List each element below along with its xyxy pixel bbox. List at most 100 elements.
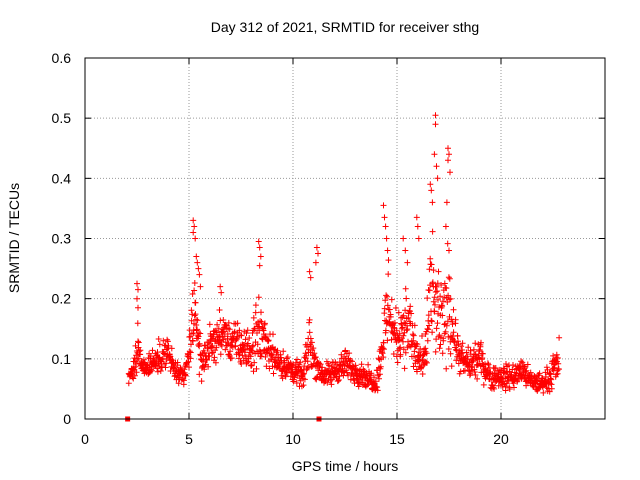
- data-point: [438, 282, 445, 288]
- x-tick-label: 20: [493, 431, 509, 447]
- data-point: [428, 187, 435, 194]
- data-point: [499, 384, 506, 390]
- data-point: [336, 373, 343, 380]
- data-point: [154, 368, 161, 375]
- data-point: [258, 309, 264, 316]
- data-point: [422, 358, 429, 365]
- data-point: [240, 346, 247, 352]
- data-point: [306, 268, 313, 275]
- data-point: [133, 360, 140, 366]
- data-point: [433, 325, 440, 332]
- data-point: [407, 303, 414, 310]
- data-point: [313, 374, 320, 381]
- x-tick-label: 5: [185, 431, 193, 447]
- y-tick-label: 0: [63, 411, 71, 427]
- data-point: [194, 259, 201, 266]
- data-point: [472, 372, 479, 378]
- data-point: [236, 355, 242, 362]
- data-point: [234, 334, 241, 341]
- data-point: [194, 317, 201, 324]
- data-point: [209, 342, 216, 349]
- data-point: [160, 337, 167, 344]
- data-point: [402, 285, 409, 292]
- data-point: [442, 223, 449, 230]
- data-point: [254, 341, 261, 348]
- y-tick-label: 0.2: [52, 291, 72, 307]
- data-point: [445, 333, 452, 340]
- data-point: [301, 376, 308, 383]
- data-point: [345, 372, 351, 379]
- data-point: [381, 305, 388, 312]
- data-point: [491, 385, 498, 392]
- data-point: [256, 244, 263, 251]
- data-point: [374, 387, 381, 394]
- data-point: [430, 298, 437, 305]
- data-point: [404, 326, 411, 333]
- data-point: [358, 361, 365, 368]
- data-point: [391, 319, 398, 326]
- data-point: [317, 361, 324, 368]
- data-point: [243, 330, 250, 337]
- data-point: [342, 347, 349, 354]
- data-point: [290, 361, 297, 368]
- data-point: [165, 342, 172, 349]
- data-point: [371, 374, 377, 381]
- data-point: [555, 360, 562, 367]
- data-point: [440, 337, 447, 344]
- data-point: [228, 355, 235, 362]
- data-points: [125, 112, 563, 396]
- data-point: [384, 293, 391, 300]
- data-point: [550, 352, 557, 359]
- data-point: [245, 340, 251, 347]
- data-point: [312, 354, 319, 361]
- data-point: [174, 359, 181, 366]
- data-point: [335, 378, 341, 385]
- data-point: [554, 355, 561, 361]
- data-point: [208, 350, 215, 357]
- data-point: [382, 297, 389, 304]
- data-point: [266, 365, 273, 372]
- data-point: [301, 370, 307, 377]
- data-point: [344, 369, 350, 376]
- data-point: [242, 347, 249, 353]
- data-point: [205, 363, 212, 370]
- data-point: [432, 289, 439, 295]
- data-point: [396, 345, 403, 352]
- data-point: [294, 356, 300, 363]
- data-point: [164, 338, 171, 345]
- data-point: [472, 340, 479, 347]
- x-axis-label: GPS time / hours: [292, 458, 399, 474]
- data-point: [287, 373, 294, 380]
- data-point: [149, 347, 156, 354]
- data-point: [148, 367, 155, 374]
- data-point: [426, 287, 433, 294]
- data-point: [306, 316, 313, 323]
- data-point: [386, 306, 393, 313]
- data-point: [484, 360, 491, 367]
- data-point: [349, 358, 355, 365]
- data-point: [242, 336, 249, 343]
- data-point: [399, 314, 406, 321]
- data-point: [180, 377, 187, 384]
- data-point: [135, 339, 142, 346]
- data-point: [188, 307, 195, 314]
- data-point: [424, 295, 431, 302]
- data-point: [382, 327, 389, 334]
- data-point: [443, 322, 450, 329]
- data-point: [365, 361, 372, 368]
- data-point: [225, 319, 232, 326]
- data-point: [420, 357, 427, 364]
- data-point: [221, 328, 228, 335]
- data-point: [196, 340, 203, 347]
- data-point: [444, 318, 451, 325]
- data-point: [495, 382, 502, 389]
- data-point: [553, 351, 560, 358]
- data-point: [523, 367, 530, 374]
- y-tick-label: 0.4: [52, 170, 72, 186]
- data-point: [405, 338, 411, 345]
- data-point: [135, 338, 141, 345]
- data-point: [432, 112, 439, 119]
- data-point: [434, 280, 441, 287]
- data-point: [430, 267, 437, 274]
- data-point: [212, 359, 219, 366]
